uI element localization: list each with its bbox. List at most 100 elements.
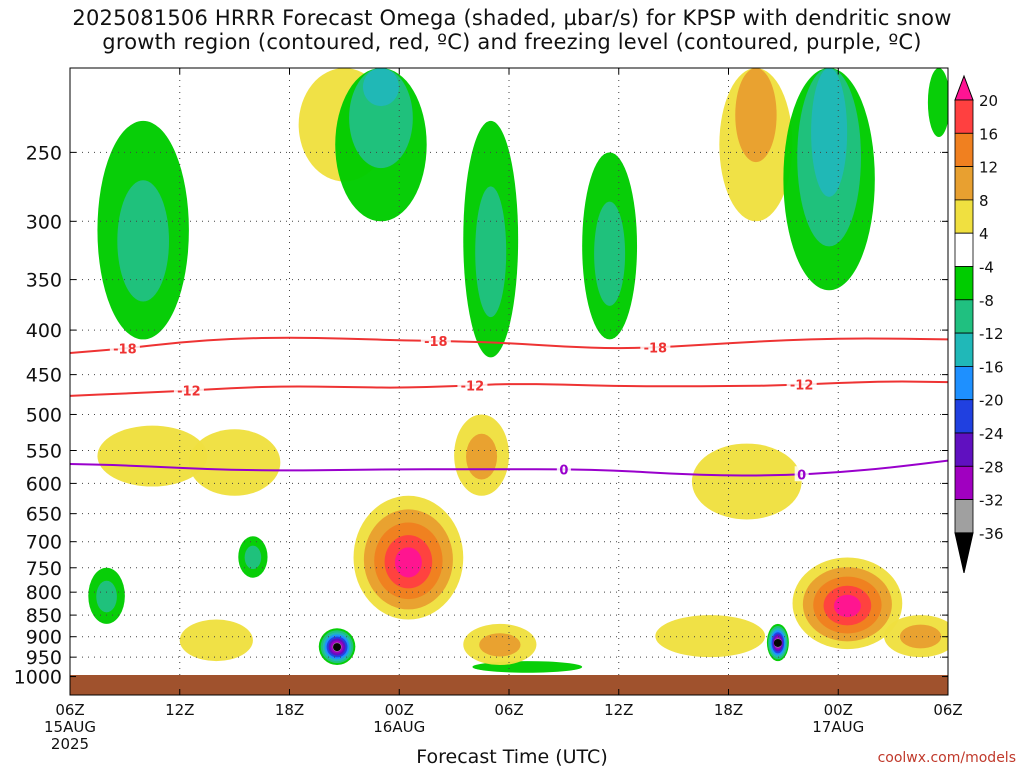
omega-level [899, 624, 942, 649]
colorbar-label: -16 [979, 358, 1004, 376]
colorbar-label: -4 [979, 259, 994, 277]
x-axis-label: Forecast Time (UTC) [416, 746, 608, 768]
x-tick-label: 00Z [385, 701, 414, 719]
y-tick-label: 800 [26, 582, 62, 604]
omega-cell [655, 615, 766, 658]
colorbar-label: -36 [979, 525, 1004, 543]
colorbar-segment [954, 166, 974, 201]
omega-cell [318, 628, 356, 666]
omega-cell [353, 495, 464, 620]
colorbar-segment [954, 199, 974, 234]
colorbar-label: -28 [979, 458, 1004, 476]
omega-cell [335, 68, 427, 222]
omega-cell [463, 120, 519, 358]
x-tick-label: 06Z [933, 701, 962, 719]
colorbar-label: -24 [979, 425, 1004, 443]
contour-label: -18 [644, 341, 668, 356]
omega-level [394, 547, 422, 578]
omega-cell [463, 623, 537, 666]
contour-label: -12 [461, 379, 485, 394]
omega-level [655, 615, 766, 658]
contour-label-bg [173, 382, 204, 398]
x-tick-label: 12Z [604, 701, 633, 719]
contour-label: -12 [177, 385, 201, 400]
colorbar-segment [954, 299, 974, 334]
contour-label: 0 [797, 468, 806, 483]
y-tick-label: 900 [26, 627, 62, 649]
omega-cell [927, 68, 948, 137]
y-tick-label: 450 [26, 365, 62, 387]
colorbar-segment [954, 266, 974, 301]
credit-link[interactable]: coolwx.com/models [877, 750, 1016, 766]
omega-cell [719, 68, 793, 222]
omega-level [773, 638, 782, 647]
omega-level [244, 545, 262, 570]
colorbar-label: -8 [979, 292, 994, 310]
y-tick-label: 300 [26, 211, 62, 233]
omega-level [188, 429, 281, 496]
colorbar-label: -32 [979, 492, 1004, 510]
colorbar-label: -12 [979, 325, 1004, 343]
omega-level [927, 68, 948, 137]
colorbar-label: 8 [979, 192, 989, 210]
colorbar-segment [954, 432, 974, 467]
omega-cell [238, 536, 268, 578]
omega-cell [97, 120, 189, 340]
x-tick-date: 15AUG [44, 718, 96, 736]
y-tick-label: 700 [26, 532, 62, 554]
contour-line [70, 336, 948, 355]
omega-level [466, 433, 498, 480]
colorbar-segment [954, 465, 974, 500]
contour-label: 0 [559, 463, 568, 478]
omega-cell [766, 623, 789, 662]
y-tick-label: 400 [26, 320, 62, 342]
y-tick-label: 850 [26, 605, 62, 627]
omega-cell [783, 68, 875, 291]
omega-cell [883, 615, 948, 658]
y-tick-label: 750 [26, 558, 62, 580]
omega-level [333, 643, 342, 652]
y-tick-label: 600 [26, 473, 62, 495]
contour-line [70, 459, 948, 477]
colorbar-label: -20 [979, 392, 1004, 410]
colorbar-segment [954, 132, 974, 168]
title-line-2: growth region (contoured, red, ºC) and f… [102, 30, 922, 54]
contour-layer: -18 -18 -18 -12 -12 -12 0 0 [70, 332, 948, 483]
x-tick-label: 06Z [494, 701, 523, 719]
omega-cell [691, 443, 802, 520]
omega-cell [179, 619, 253, 662]
omega-cell [88, 567, 125, 624]
contour-label-bg [556, 461, 571, 477]
contour-label: -18 [424, 335, 448, 350]
omega-cell [97, 425, 208, 487]
y-tick-label: 250 [26, 142, 62, 164]
colorbar-segment [954, 99, 974, 134]
colorbar-segment [954, 365, 974, 401]
contour-label-bg [457, 377, 488, 393]
y-tick-label: 350 [26, 270, 62, 292]
x-tick-date: 17AUG [812, 718, 864, 736]
y-tick-label: 950 [26, 647, 62, 669]
y-axis: 2503003504004505005506006507007508008509… [14, 142, 948, 689]
colorbar-label: 20 [979, 92, 998, 110]
x-tick-label: 00Z [824, 701, 853, 719]
omega-level [179, 619, 253, 662]
y-tick-label: 550 [26, 441, 62, 463]
colorbar-label: 12 [979, 159, 998, 177]
y-tick-label: 650 [26, 504, 62, 526]
omega-level [117, 180, 170, 302]
omega-level [811, 68, 848, 197]
colorbar-segment [954, 399, 974, 434]
omega-level [833, 594, 861, 618]
omega-field [70, 68, 948, 695]
colorbar-top-arrow [954, 74, 974, 101]
title-line-1: 2025081506 HRRR Forecast Omega (shaded, … [72, 6, 952, 30]
x-tick-date: 16AUG [373, 718, 425, 736]
contour-label-bg [786, 376, 817, 392]
y-tick-label: 500 [26, 404, 62, 426]
contour-label-bg [420, 332, 451, 348]
x-tick-year: 2025 [51, 735, 89, 753]
colorbar: 20 16 12 8 4 -4 -8 -12 -16 -20 -24 -28 -32 -36 [954, 74, 1004, 574]
contour-label: -18 [113, 343, 137, 358]
